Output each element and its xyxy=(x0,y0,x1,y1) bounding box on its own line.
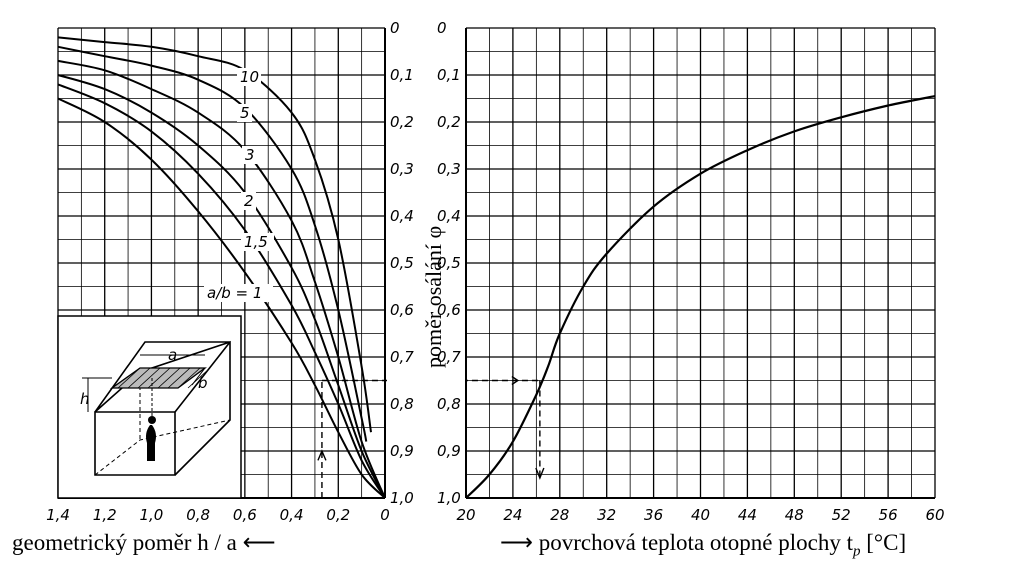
right-arrow-icon: ⟶ xyxy=(500,530,533,555)
curve-label-bg xyxy=(204,284,273,302)
left-series-line-4 xyxy=(57,45,368,442)
inset-hatch-line xyxy=(127,367,151,389)
left-x-tick-label: 0,8 xyxy=(186,506,210,524)
left-series-line-1 xyxy=(57,83,386,499)
left-y-tick-label: 0,4 xyxy=(390,207,414,225)
left-arrow-icon: ⟵ xyxy=(242,530,276,555)
left-x-tick-label: 0,6 xyxy=(233,506,257,524)
right-x-axis-label-text: povrchová teplota otopné plochy t xyxy=(538,530,853,555)
right-x-tick-label: 20 xyxy=(456,506,475,524)
right-x-tick-label: 40 xyxy=(691,506,710,524)
curve-label-4: 1,5 xyxy=(244,233,268,251)
inset-dim-b xyxy=(191,367,206,386)
y-axis-title: poměr osálání φ xyxy=(421,226,446,368)
curve-label-bg xyxy=(241,192,256,210)
inset-label-a: a xyxy=(168,346,177,364)
right-y-tick-label: 0,3 xyxy=(437,160,461,178)
left-x-axis-label-text: geometrický poměr h / a xyxy=(12,530,237,555)
left-y-tick-label: 0,8 xyxy=(390,395,414,413)
right-x-tick-label: 56 xyxy=(879,506,898,524)
inset-label-h: h xyxy=(80,390,90,408)
inset-person xyxy=(146,425,156,461)
right-x-tick-label: 28 xyxy=(550,506,569,524)
inset-hidden-edges xyxy=(94,372,231,476)
right-x-tick-label: 24 xyxy=(503,506,522,524)
inset-hatch-line xyxy=(157,367,181,389)
right-y-tick-label: 0,1 xyxy=(437,66,461,84)
right-y-tick-label: 0,9 xyxy=(437,442,461,460)
curve-label-3: 2 xyxy=(244,192,254,210)
right-x-tick-label: 52 xyxy=(832,506,851,524)
left-x-tick-label: 1,2 xyxy=(93,506,117,524)
left-y-tick-label: 0,6 xyxy=(390,301,414,319)
left-series-line-3 xyxy=(57,59,386,499)
left-x-axis-label: geometrický poměr h / a ⟵ xyxy=(12,530,276,556)
left-x-tick-label: 1,0 xyxy=(139,506,163,524)
curve-label-1: 5 xyxy=(240,104,250,122)
example-arrow-up-icon xyxy=(317,449,327,461)
right-y-tick-label: 0,7 xyxy=(437,348,461,366)
left-y-tick-label: 0 xyxy=(390,19,400,37)
example-arrow-down-icon xyxy=(535,467,545,480)
right-x-tick-label: 36 xyxy=(644,506,663,524)
curve-label-bg xyxy=(242,146,257,164)
right-x-tick-label: 60 xyxy=(925,506,944,524)
curve-label-5: a/b = 1 xyxy=(207,284,262,302)
right-x-axis-unit: [°C] xyxy=(866,530,907,555)
left-y-tick-label: 0,9 xyxy=(390,442,414,460)
right-x-axis-label-subscript: p xyxy=(853,543,861,560)
left-y-tick-label: 0,1 xyxy=(390,66,414,84)
right-y-tick-label: 0 xyxy=(437,19,447,37)
left-y-tick-label: 0,7 xyxy=(390,348,414,366)
inset-hatch-line xyxy=(177,367,201,389)
left-x-tick-label: 1,4 xyxy=(46,506,70,524)
left-y-tick-label: 0,5 xyxy=(390,254,414,272)
right-y-tick-label: 0,8 xyxy=(437,395,461,413)
left-x-tick-label: 0,4 xyxy=(280,506,304,524)
example-arrow-right-icon xyxy=(511,375,520,386)
y-axis-gutter xyxy=(387,0,465,502)
right-x-tick-label: 44 xyxy=(738,506,757,524)
left-y-tick-label: 0,3 xyxy=(390,160,414,178)
left-y-tick-label: 1,0 xyxy=(390,489,414,507)
inset-hatch-line xyxy=(137,367,161,389)
inset-label-b: b xyxy=(198,374,208,392)
left-x-tick-label: 0,2 xyxy=(326,506,350,524)
right-y-tick-label: 0,4 xyxy=(437,207,461,225)
curve-label-0: 10 xyxy=(240,68,259,86)
grid xyxy=(57,27,936,499)
right-x-tick-label: 48 xyxy=(785,506,804,524)
right-series-line-0 xyxy=(465,95,936,499)
right-x-tick-label: 32 xyxy=(597,506,616,524)
right-y-tick-label: 0,2 xyxy=(437,113,461,131)
right-y-tick-label: 0,6 xyxy=(437,301,461,319)
left-series-line-5 xyxy=(57,36,372,433)
curve-label-2: 3 xyxy=(245,146,255,164)
inset-person-head xyxy=(148,416,156,424)
inset-diagram: a b h xyxy=(57,315,242,499)
right-y-tick-label: 0,5 xyxy=(437,254,461,272)
left-x-tick-label: 0 xyxy=(380,506,390,524)
inset-hatch-line xyxy=(117,367,141,389)
curve-label-bg xyxy=(241,233,274,251)
curve-label-bg xyxy=(237,104,252,122)
left-y-tick-label: 0,2 xyxy=(390,113,414,131)
inset-hatch-line xyxy=(167,367,191,389)
right-x-axis-label: ⟶ povrchová teplota otopné plochy tp [°C… xyxy=(500,530,906,561)
right-y-tick-label: 1,0 xyxy=(437,489,461,507)
curve-label-bg xyxy=(237,68,261,86)
